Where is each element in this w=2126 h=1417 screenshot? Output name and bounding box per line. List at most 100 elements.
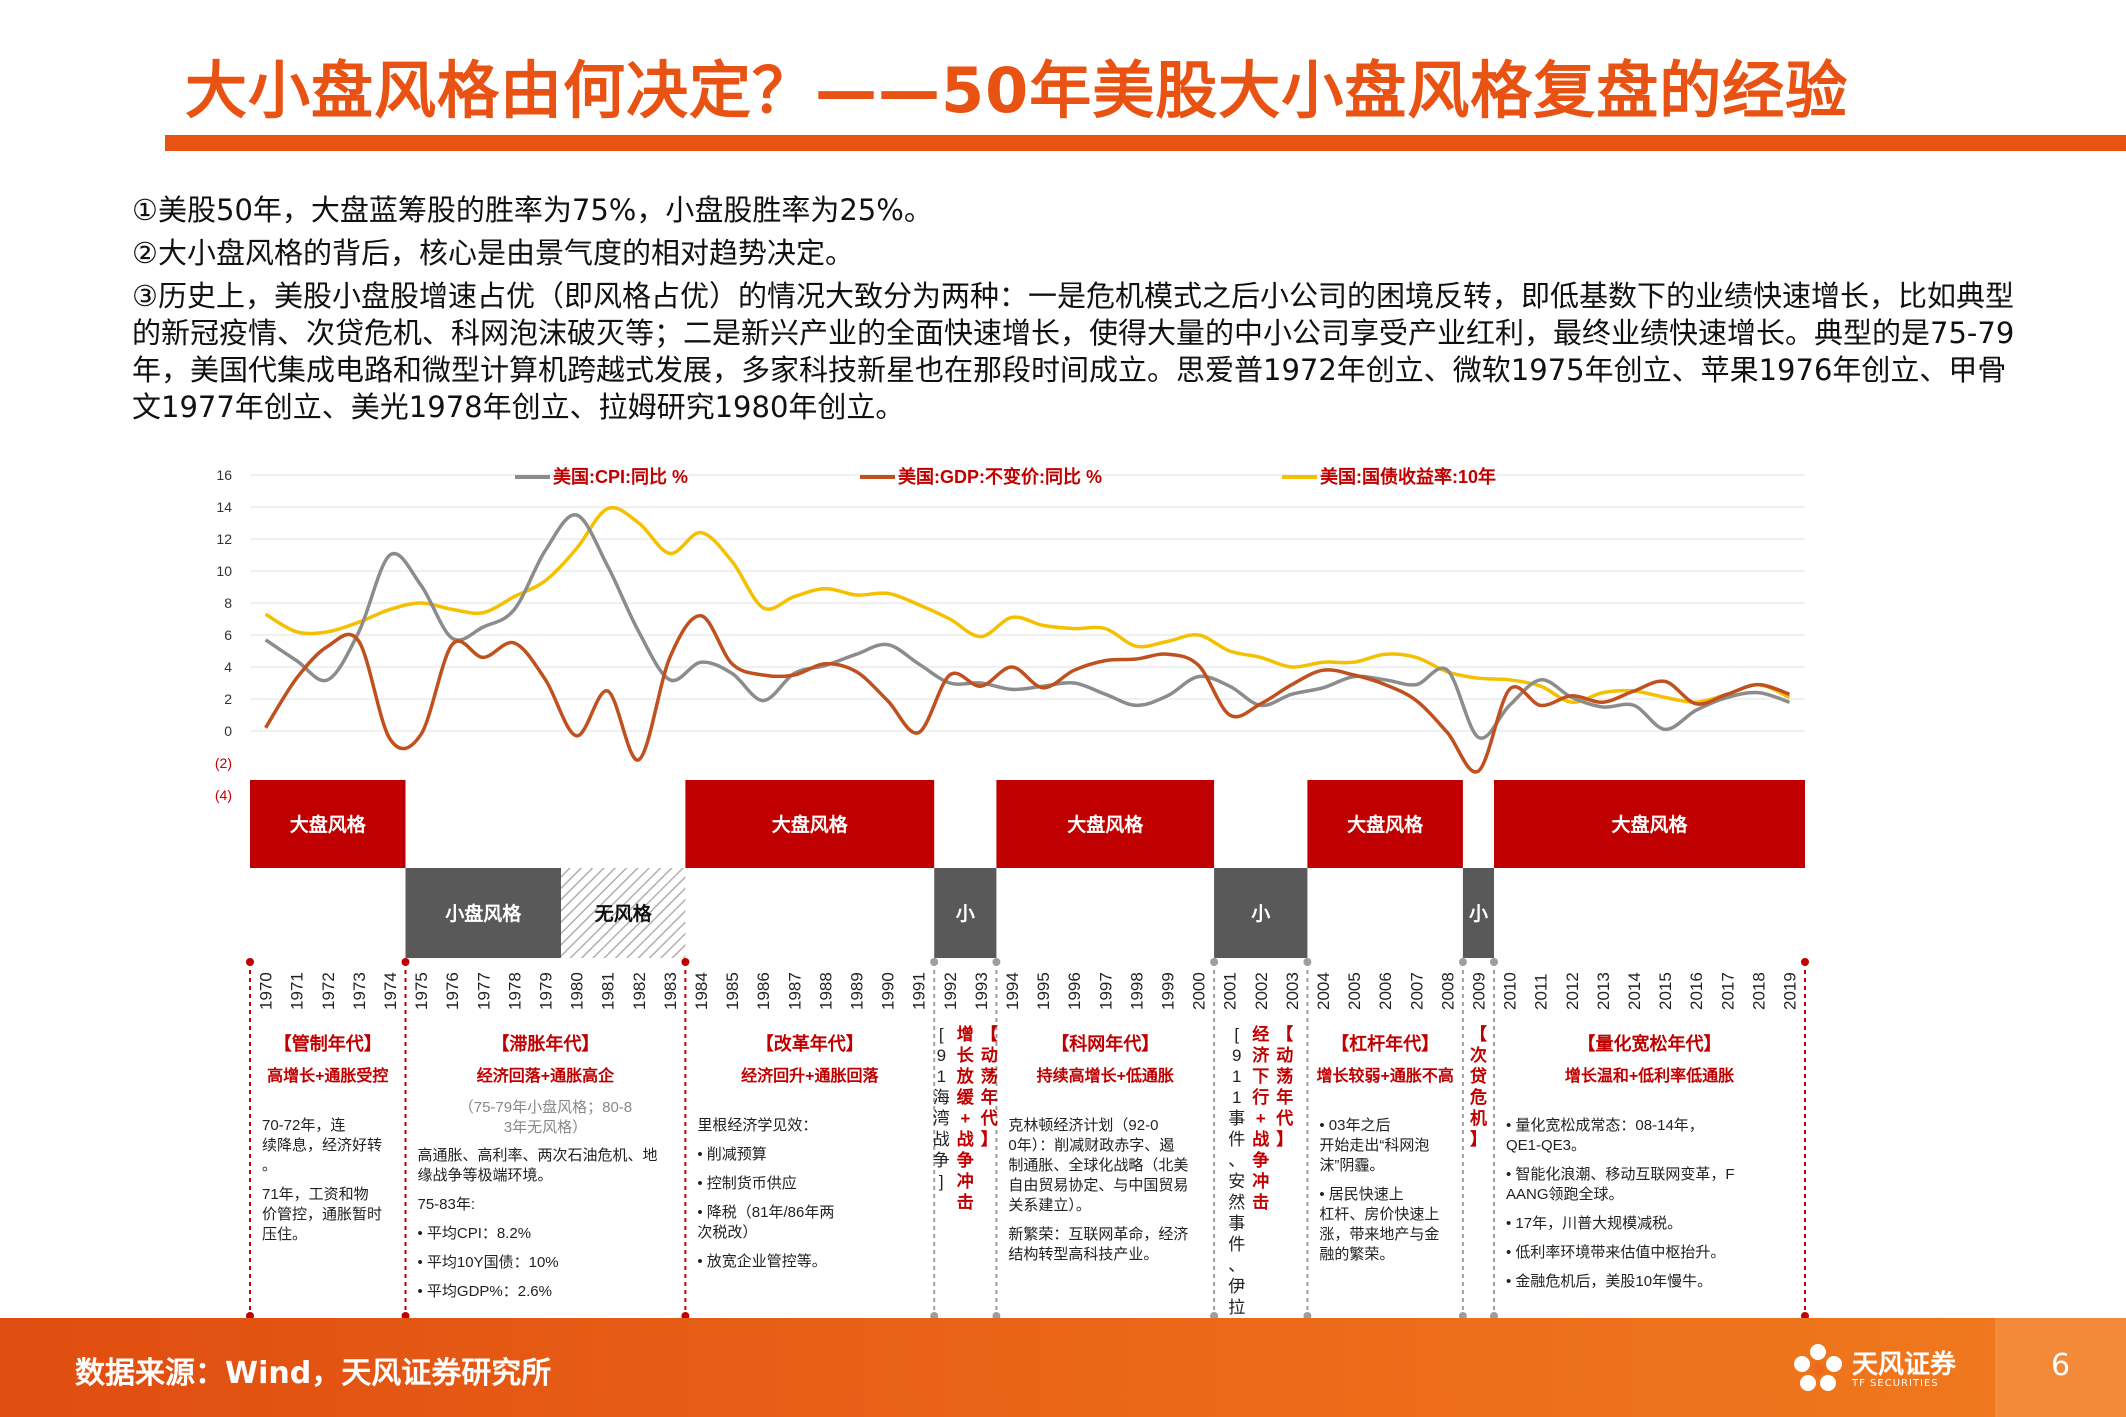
- year-label: 1975: [412, 972, 431, 1010]
- chart-grid: 16 14 12 10 8 6 4 2 0 (2) (4): [215, 467, 1805, 803]
- period-body-line: 缘战争等极端环境。: [418, 1166, 553, 1184]
- period-vertical-char: 代: [980, 1108, 998, 1128]
- brand-logo: 天风证券 TF SECURITIES: [1790, 1336, 1990, 1400]
- regime-block-small: 小盘风格: [405, 868, 561, 958]
- period-body-line: 75-83年:: [418, 1196, 476, 1213]
- footer-bar: 数据来源：Wind，天风证券研究所 天风证券 TF SECURITIES 6: [0, 1318, 2126, 1417]
- period-body-line: 结构转型高科技产业。: [1008, 1246, 1158, 1263]
- separator-dot: [1210, 1312, 1219, 1318]
- period-vertical-char: 行: [1251, 1087, 1269, 1107]
- year-label: 1973: [350, 972, 369, 1010]
- period-body-line: 里根经济学见效：: [697, 1117, 817, 1134]
- separator-dot: [1458, 1312, 1467, 1318]
- year-label: 1971: [288, 972, 307, 1010]
- year-label: 1984: [692, 972, 711, 1010]
- year-label: 1990: [879, 972, 898, 1010]
- period-vertical-char: 件: [1228, 1130, 1245, 1149]
- period-subtitle: 增长较弱+通胀不高: [1316, 1066, 1453, 1085]
- year-label: 1991: [910, 972, 929, 1010]
- period-vertical-char: 贷: [1470, 1066, 1487, 1086]
- separator-dot: [1801, 1312, 1809, 1318]
- regime-label: 小: [1251, 903, 1270, 925]
- year-label: 1980: [568, 972, 587, 1010]
- period-body-line: 涨，带来地产与金: [1319, 1226, 1439, 1243]
- regime-rect: [405, 868, 561, 958]
- year-label: 1979: [536, 972, 555, 1010]
- separator-dot: [1210, 958, 1219, 966]
- y-tick-label: 10: [216, 563, 232, 579]
- year-label: 1985: [723, 972, 742, 1010]
- legend-label: 美国:CPI:同比 %: [553, 466, 688, 487]
- regime-rect: [561, 868, 686, 958]
- year-label: 1992: [941, 972, 960, 1010]
- period-vertical-char: 次: [1470, 1045, 1487, 1065]
- separator-dot: [246, 1312, 254, 1318]
- year-label: 2001: [1221, 972, 1240, 1010]
- period-title: 【量化宽松年代】: [1578, 1033, 1722, 1054]
- regime-rect: [934, 868, 997, 958]
- period-vertical-char: ]: [939, 1172, 944, 1191]
- year-label: 2019: [1780, 972, 1799, 1010]
- period-title: 【科网年代】: [1051, 1033, 1159, 1054]
- period-vertical-char: 击: [957, 1192, 974, 1212]
- period-vertical-char: 争: [1252, 1150, 1269, 1170]
- regime-label: 大盘风格: [1347, 813, 1424, 836]
- period-body-line: • 低利率环境带来估值中枢抬升。: [1506, 1243, 1725, 1261]
- period-vertical-char: 济: [1252, 1045, 1270, 1065]
- period-vertical-char: 荡: [1276, 1067, 1293, 1086]
- page-number: 6: [2050, 1348, 2071, 1383]
- year-label: 2014: [1625, 972, 1644, 1010]
- period-body-line: • 降税（81年/86年两: [697, 1204, 834, 1221]
- intro-point-1: ①美股50年，大盘蓝筹股的胜率为75%，小盘股胜率为25%。: [132, 193, 933, 227]
- period-body-line: 杠杆、房价快速上: [1319, 1206, 1439, 1223]
- year-label: 1999: [1158, 972, 1177, 1010]
- period-vertical-char: 冲: [957, 1171, 974, 1191]
- separator-dot: [930, 1312, 939, 1318]
- separator-dot: [681, 1312, 690, 1318]
- regime-block-large: 大盘风格: [250, 780, 406, 868]
- brand-name: 天风证券: [1852, 1350, 1957, 1380]
- year-label: 1972: [319, 972, 338, 1010]
- year-label: 2003: [1283, 972, 1302, 1010]
- year-label: 2013: [1594, 972, 1613, 1010]
- regime-rect: [685, 780, 935, 868]
- regime-block-small: 小: [1462, 868, 1494, 958]
- period-note: （75-79年小盘风格；80-8: [459, 1098, 632, 1116]
- year-label: 1970: [257, 972, 276, 1010]
- year-label: 2002: [1252, 972, 1271, 1010]
- period-vertical-char: 1: [1232, 1067, 1241, 1086]
- separator-dot: [401, 958, 410, 966]
- regime-block-large: 大盘风格: [1494, 780, 1805, 868]
- year-label: 2008: [1438, 972, 1457, 1010]
- period-annotation: 【滞胀年代】经济回落+通胀高企 （75-79年小盘风格；80-8 3年无风格） 高通胀…: [418, 1033, 658, 1300]
- chart-series: [264, 505, 1791, 774]
- regime-block-large: 大盘风格: [685, 780, 935, 868]
- period-vertical-char: 击: [1252, 1192, 1269, 1212]
- period-subtitle: 高增长+通胀受控: [267, 1066, 388, 1085]
- separator-dot: [1490, 1312, 1498, 1318]
- period-body-line: 0年）：削减财政赤字、遏: [1008, 1137, 1174, 1154]
- separator-dot: [681, 958, 690, 966]
- period-vertical-char: 动: [1276, 1046, 1293, 1065]
- regime-label: 小: [1469, 903, 1488, 925]
- period-annotation: 【次贷危机】: [1469, 1024, 1487, 1149]
- period-title: 【管制年代】: [274, 1033, 382, 1054]
- period-vertical-char: 放: [956, 1066, 975, 1086]
- series-line-1: [264, 614, 1791, 774]
- period-vertical-char: 【: [981, 1024, 998, 1044]
- separator-dot: [246, 958, 254, 966]
- period-vertical-char: 1: [937, 1067, 946, 1086]
- period-vertical-char: [: [939, 1025, 944, 1044]
- title-underline: [165, 135, 2126, 151]
- regime-label: 小: [956, 903, 975, 925]
- regime-block-small: 小: [934, 868, 997, 958]
- period-body-line: 开始走出“科网泡: [1319, 1137, 1429, 1154]
- y-tick-label: 12: [216, 531, 232, 547]
- regime-rect: [996, 780, 1215, 868]
- period-vertical-char: 年: [1276, 1087, 1293, 1107]
- year-label: 2018: [1749, 972, 1768, 1010]
- regime-rect: [1494, 780, 1805, 868]
